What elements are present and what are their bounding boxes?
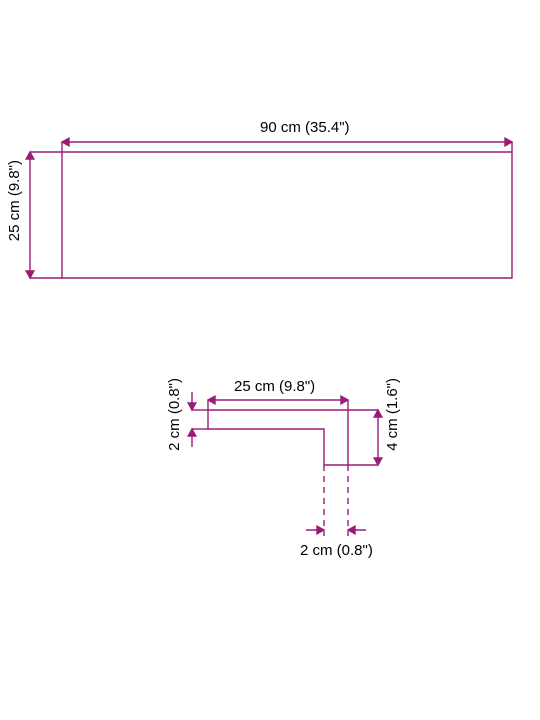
top-height-label: 25 cm (9.8") [6, 160, 23, 241]
top-width-label: 90 cm (35.4") [260, 119, 350, 136]
bottom-left-label: 2 cm (0.8") [166, 378, 183, 451]
dimension-diagram [0, 0, 540, 720]
bottom-width-label: 25 cm (9.8") [234, 378, 315, 395]
bottom-right-label: 4 cm (1.6") [384, 378, 401, 451]
bottom-thickness-label: 2 cm (0.8") [300, 542, 373, 559]
